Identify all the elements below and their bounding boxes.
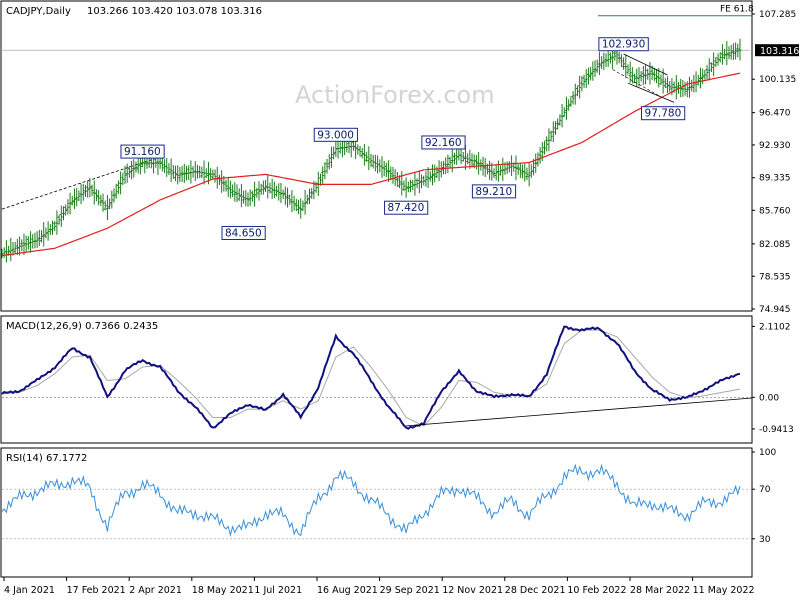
price-annotation-label: 84.650 xyxy=(225,227,262,239)
price-axis-label: 82.085 xyxy=(759,240,791,250)
price-annotation-box xyxy=(221,225,266,240)
price-annotation-box xyxy=(120,144,165,159)
rsi-panel xyxy=(0,447,753,578)
last-price-tag xyxy=(755,44,799,57)
watermark: ActionForex.com xyxy=(295,81,495,109)
wedge-lower xyxy=(627,82,675,103)
x-axis-label: 4 Jan 2021 xyxy=(4,585,55,596)
price-axis-label: 74.945 xyxy=(759,305,791,315)
last-price-tag-label: 103.316 xyxy=(760,46,799,57)
x-axis-label: 18 May 2021 xyxy=(192,585,254,596)
rsi-axis-label: 30 xyxy=(759,535,771,545)
price-annotation-box xyxy=(384,200,429,215)
rsi-title: RSI(14) 67.1772 xyxy=(6,453,87,464)
x-axis-label: 11 May 2022 xyxy=(693,585,755,596)
price-annotation-label: 91.160 xyxy=(124,146,161,158)
rsi-axis-label: 100 xyxy=(759,448,776,458)
price-annotation-box xyxy=(421,135,466,150)
price-annotation-box xyxy=(598,37,649,52)
rsi-line xyxy=(1,463,741,537)
price-axis-label: 85.760 xyxy=(759,206,791,216)
x-axis-label: 29 Sep 2021 xyxy=(380,585,440,596)
price-annotation-label: 92.160 xyxy=(425,137,462,149)
price-annotation-label: 93.000 xyxy=(317,129,354,141)
price-axis-label: 78.535 xyxy=(759,272,791,282)
price-annotation-box xyxy=(313,127,358,142)
price-annotation-label: 89.210 xyxy=(475,186,512,198)
x-axis-label: 28 Dec 2021 xyxy=(505,585,566,596)
price-axis-label: 107.285 xyxy=(759,10,796,20)
macd-axis-label: 2.1102 xyxy=(759,322,791,332)
rsi-axis-label: 70 xyxy=(759,485,771,495)
wedge-dashed xyxy=(612,69,662,98)
x-axis-label: 2 Apr 2021 xyxy=(129,585,182,596)
x-axis-label: 1 Jul 2021 xyxy=(254,585,302,596)
price-annotation-label: 87.420 xyxy=(388,202,425,214)
ma-line xyxy=(1,72,741,257)
macd-axis-label: 0.00 xyxy=(759,393,779,403)
trendline-dashed xyxy=(1,159,152,210)
x-axis-label: 12 Nov 2021 xyxy=(442,585,503,596)
macd-axis-label: -0.9413 xyxy=(759,425,794,435)
wedge-upper xyxy=(623,53,668,76)
macd-title: MACD(12,26,9) 0.7366 0.2435 xyxy=(6,321,158,332)
x-axis-label: 10 Feb 2022 xyxy=(567,585,626,596)
price-title: CADJPY,Daily xyxy=(6,6,71,17)
macd-trendline xyxy=(406,397,753,427)
x-axis-label: 16 Aug 2021 xyxy=(317,585,378,596)
price-axis-label: 100.135 xyxy=(759,75,796,85)
price-annotation-box xyxy=(641,106,686,121)
fe-label: FE 61.8 xyxy=(720,5,754,15)
price-ohlc: 103.266 103.420 103.078 103.316 xyxy=(87,6,262,17)
macd-signal-line xyxy=(1,329,741,427)
price-axis-label: 89.335 xyxy=(759,174,791,184)
x-axis-label: 17 Feb 2021 xyxy=(67,585,126,596)
macd-panel xyxy=(0,315,753,444)
macd-line xyxy=(1,325,741,430)
x-axis-label: 28 Mar 2022 xyxy=(630,585,690,596)
price-axis-label: 92.930 xyxy=(759,141,791,151)
price-annotation-box xyxy=(471,184,517,199)
price-axis-label: 96.470 xyxy=(759,109,791,119)
price-annotation-label: 97.780 xyxy=(645,108,682,120)
price-annotation-label: 102.930 xyxy=(602,39,645,51)
